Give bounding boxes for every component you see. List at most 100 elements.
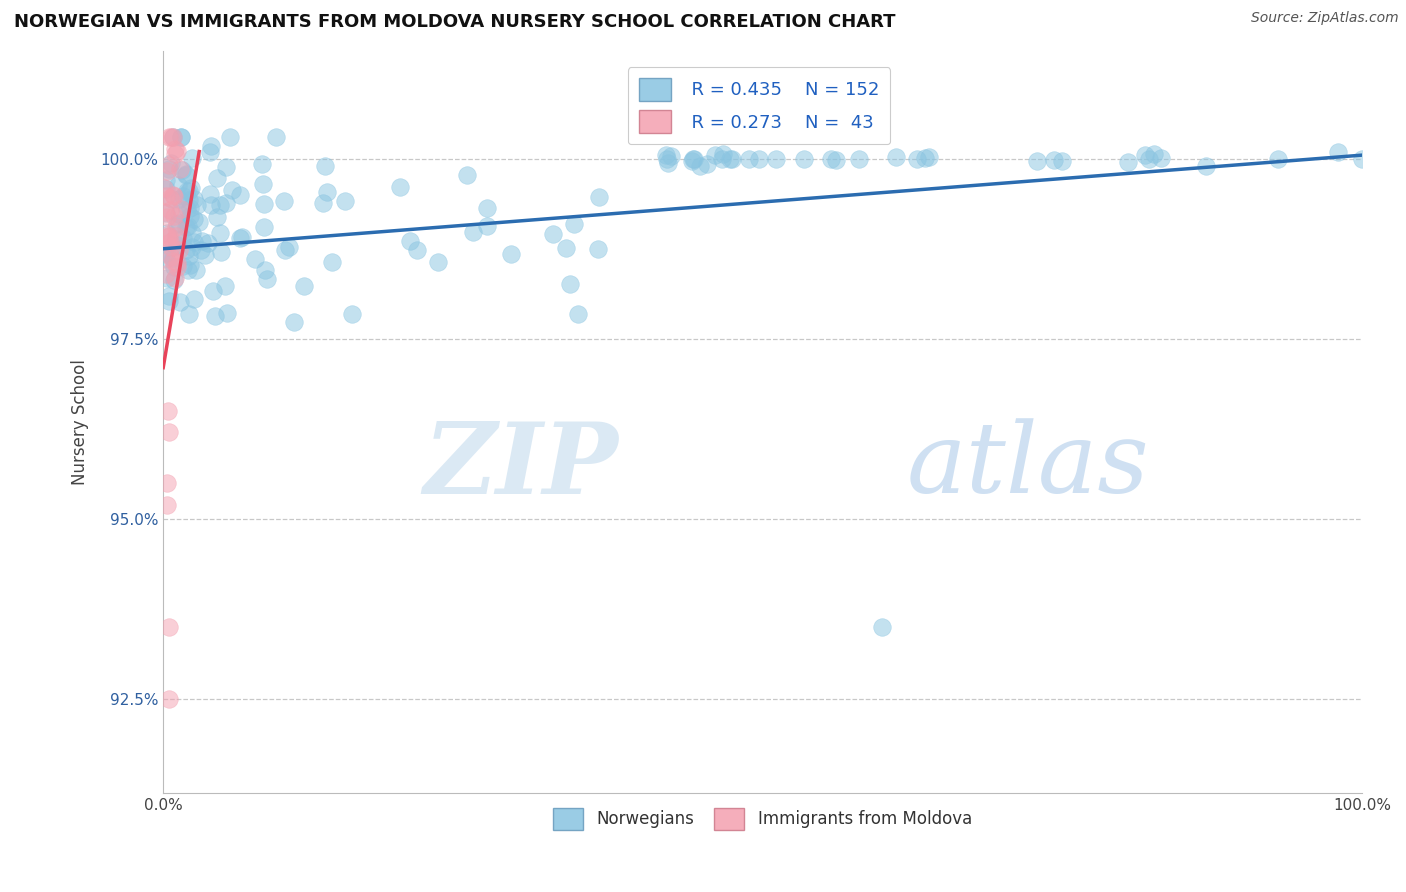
Point: [155, 227, 177, 241]
Point: [184, 263, 207, 277]
Point: [388, 180, 411, 194]
Point: [157, 289, 180, 303]
Point: [172, 189, 194, 203]
Point: [253, 263, 276, 277]
Point: [153, 181, 176, 195]
Point: [179, 193, 201, 207]
Point: [163, 209, 186, 223]
Point: [918, 150, 941, 164]
Point: [157, 161, 180, 176]
Point: [406, 244, 429, 258]
Point: [167, 178, 190, 193]
Point: [253, 220, 276, 235]
Point: [174, 167, 197, 181]
Point: [905, 152, 928, 166]
Point: [872, 620, 894, 634]
Point: [160, 250, 183, 264]
Point: [157, 228, 180, 243]
Point: [155, 182, 177, 196]
Point: [162, 251, 184, 265]
Point: [264, 130, 287, 145]
Point: [159, 203, 181, 218]
Point: [1267, 152, 1289, 166]
Text: ZIP: ZIP: [423, 418, 619, 515]
Point: [194, 248, 217, 262]
Point: [477, 219, 499, 233]
Point: [162, 253, 184, 268]
Point: [159, 155, 181, 169]
Point: [166, 256, 188, 270]
Point: [160, 239, 183, 253]
Point: [231, 230, 253, 244]
Point: [165, 228, 187, 243]
Point: [765, 152, 787, 166]
Point: [167, 192, 190, 206]
Point: [243, 252, 266, 266]
Point: [914, 151, 936, 165]
Point: [156, 228, 179, 243]
Point: [1150, 152, 1173, 166]
Point: [167, 216, 190, 230]
Point: [704, 148, 727, 162]
Point: [190, 244, 212, 258]
Point: [273, 194, 295, 208]
Point: [588, 190, 610, 204]
Point: [475, 201, 498, 215]
Point: [177, 249, 200, 263]
Point: [177, 185, 200, 199]
Point: [180, 240, 202, 254]
Point: [463, 225, 485, 239]
Point: [179, 209, 201, 223]
Point: [292, 279, 315, 293]
Point: [1143, 147, 1166, 161]
Point: [1116, 154, 1139, 169]
Point: [1351, 152, 1374, 166]
Point: [181, 151, 204, 165]
Point: [174, 220, 197, 235]
Point: [793, 152, 815, 166]
Text: Source: ZipAtlas.com: Source: ZipAtlas.com: [1251, 11, 1399, 25]
Point: [198, 145, 221, 159]
Point: [1133, 147, 1156, 161]
Point: [427, 254, 450, 268]
Point: [342, 307, 364, 321]
Point: [720, 152, 742, 166]
Point: [186, 197, 208, 211]
Point: [200, 139, 222, 153]
Point: [163, 142, 186, 156]
Point: [1043, 153, 1066, 167]
Point: [554, 242, 576, 256]
Point: [162, 188, 184, 202]
Point: [202, 284, 225, 298]
Point: [157, 425, 180, 440]
Point: [172, 163, 194, 178]
Point: [156, 404, 179, 418]
Point: [215, 306, 238, 320]
Point: [183, 292, 205, 306]
Point: [562, 217, 585, 231]
Point: [1327, 145, 1350, 159]
Point: [156, 210, 179, 224]
Point: [174, 243, 197, 257]
Point: [169, 161, 191, 176]
Point: [253, 197, 276, 211]
Point: [155, 188, 177, 202]
Point: [176, 202, 198, 217]
Point: [200, 187, 222, 202]
Point: [711, 147, 734, 161]
Point: [177, 219, 200, 234]
Point: [283, 315, 305, 329]
Point: [172, 259, 194, 273]
Point: [655, 152, 678, 166]
Point: [848, 152, 870, 166]
Point: [169, 244, 191, 258]
Point: [312, 195, 335, 210]
Point: [156, 498, 179, 512]
Point: [200, 198, 222, 212]
Text: atlas: atlas: [907, 418, 1149, 514]
Point: [166, 217, 188, 231]
Point: [1052, 153, 1074, 168]
Point: [163, 273, 186, 287]
Point: [499, 247, 522, 261]
Point: [689, 159, 711, 173]
